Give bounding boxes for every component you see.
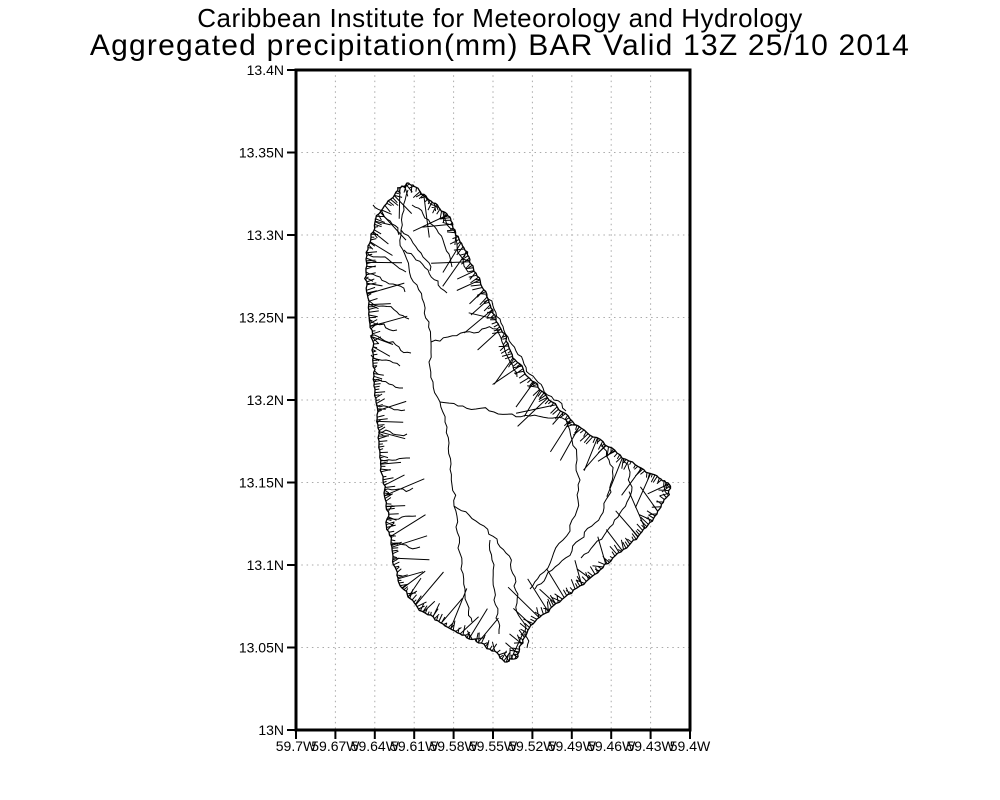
y-axis-label: 13.35N	[239, 145, 284, 161]
y-axis-label: 13.25N	[239, 310, 284, 326]
y-axis-label: 13.3N	[247, 227, 284, 243]
y-axis-label: 13.1N	[247, 557, 284, 573]
watershed-boundary	[369, 334, 412, 354]
x-axis-label: 59.55W	[469, 738, 518, 754]
coastal-hatching-dense	[365, 182, 671, 663]
y-axis-label: 13.4N	[247, 62, 284, 78]
watershed-boundary	[377, 429, 408, 437]
watershed-boundary	[375, 404, 406, 412]
y-axis-label: 13.2N	[247, 392, 284, 408]
watershed-boundary	[399, 189, 441, 403]
x-axis-label: 59.52W	[508, 738, 557, 754]
watershed-boundary	[496, 328, 518, 378]
watershed-boundary	[386, 515, 417, 520]
y-axis-label: 13.15N	[239, 475, 284, 491]
watershed-boundary	[366, 251, 407, 273]
plot-subtitle: Aggregated precipitation(mm) BAR Valid 1…	[89, 29, 911, 62]
x-axis-label: 59.46W	[587, 738, 636, 754]
watershed-boundary	[488, 539, 501, 634]
x-axis-label: 59.4W	[670, 738, 711, 754]
x-axis-label: 59.49W	[548, 738, 597, 754]
y-axis-label: 13N	[258, 722, 284, 738]
watershed-boundary	[365, 271, 406, 293]
x-axis-label: 59.61W	[390, 738, 439, 754]
watershed-boundary	[580, 457, 633, 559]
coastline	[363, 182, 672, 663]
watershed-boundary	[390, 542, 421, 550]
watershed-boundary	[367, 299, 410, 320]
y-axis-label: 13.05N	[239, 640, 284, 656]
x-axis-label: 59.7W	[276, 738, 317, 754]
x-axis-label: 59.64W	[351, 738, 400, 754]
watershed-boundary	[529, 419, 581, 590]
watershed-boundary	[534, 443, 614, 590]
watershed-boundary	[485, 294, 567, 412]
x-axis-label: 59.67W	[311, 738, 360, 754]
watershed-boundary	[400, 229, 432, 272]
x-axis-label: 59.43W	[626, 738, 675, 754]
watershed-boundary	[373, 378, 403, 389]
watershed-boundary	[411, 204, 453, 268]
coastal-hatching-gullies	[366, 187, 670, 660]
watershed-boundary	[453, 505, 530, 649]
x-axis-label: 59.58W	[429, 738, 478, 754]
page-title: Caribbean Institute for Meteorology and …	[197, 3, 803, 33]
watershed-boundary	[403, 249, 448, 294]
